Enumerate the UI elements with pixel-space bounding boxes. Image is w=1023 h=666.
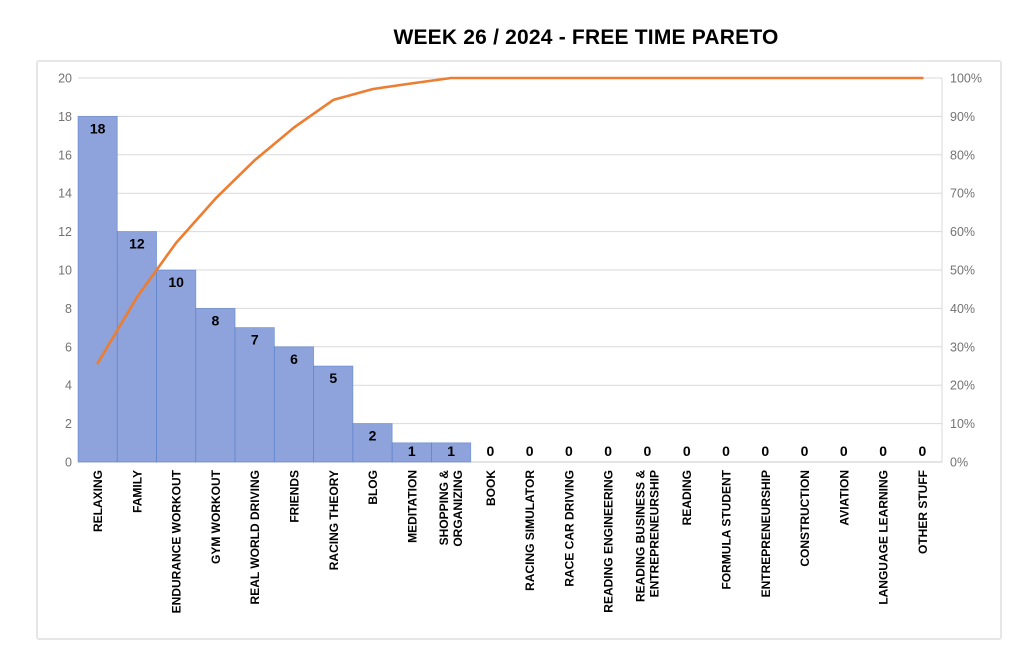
category-label: FAMILY	[130, 470, 144, 513]
right-axis-tick: 100%	[950, 72, 982, 86]
category-label: MEDITATION	[405, 470, 419, 543]
category-label: FORMULA STUDENT	[720, 469, 734, 589]
bar-value-label: 0	[644, 443, 652, 459]
category-label: LANGUAGE LEARNING	[877, 470, 891, 605]
cumulative-line	[96, 76, 924, 365]
bar-value-label: 18	[90, 120, 106, 136]
right-axis-tick: 50%	[950, 264, 975, 278]
category-label: ENTREPRENEURSHIP	[759, 470, 773, 597]
category-label: RELAXING	[91, 470, 105, 532]
right-axis-tick: 80%	[950, 148, 975, 162]
left-axis-tick: 16	[58, 148, 72, 162]
bar-value-label: 6	[290, 351, 298, 367]
right-axis-tick: 60%	[950, 225, 975, 239]
category-label: RACING SIMULATOR	[523, 470, 537, 591]
chart-frame: 18 12 10 8 7 6 5 2 1 1 0 0 0 0 0 0 0 0 0 0 0 0 0 2 4 6 8 10 12 14 16 18…	[36, 60, 1002, 640]
right-axis-tick: 10%	[950, 417, 975, 431]
right-axis-tick: 0%	[950, 456, 968, 470]
right-axis-tick: 40%	[950, 302, 975, 316]
bar-value-label: 0	[918, 443, 926, 459]
left-axis-tick: 2	[65, 417, 72, 431]
category-label: ENTREPRENEURSHIP	[647, 470, 661, 597]
category-label: BLOG	[366, 470, 380, 505]
bar-value-label: 0	[683, 443, 691, 459]
category-label: REAL WORLD DRIVING	[248, 470, 262, 604]
bar-value-label: 2	[369, 428, 377, 444]
left-axis-tick: 8	[65, 302, 72, 316]
chart-title: WEEK 26 / 2024 - FREE TIME PARETO	[393, 26, 779, 49]
bar	[273, 346, 315, 463]
category-label: RACING THEORY	[327, 470, 341, 570]
bar-value-label: 7	[251, 332, 259, 348]
category-label: READING ENGINEERING	[602, 470, 616, 613]
category-label: ENDURANCE WORKOUT	[170, 469, 184, 613]
left-axis-tick: 20	[58, 72, 72, 86]
bar-value-label: 8	[212, 312, 220, 328]
bar	[77, 116, 118, 463]
bar	[116, 231, 157, 463]
category-label: BOOK	[484, 470, 498, 506]
category-label: READING BUSINESS &	[633, 470, 647, 602]
left-axis-tick: 4	[65, 379, 72, 393]
bar	[313, 365, 354, 463]
bar-value-label: 0	[801, 443, 809, 459]
bar	[431, 442, 472, 463]
left-axis-tick: 12	[58, 225, 72, 239]
bar	[234, 327, 275, 463]
left-axis-tick: 18	[58, 110, 72, 124]
bar-value-label: 0	[565, 443, 573, 459]
bar-value-label: 10	[168, 274, 184, 290]
category-label: AVIATION	[837, 470, 851, 526]
category-label: OTHER STUFF	[916, 470, 930, 554]
bar-value-label: 0	[604, 443, 612, 459]
category-label: SHOPPING &	[437, 470, 451, 546]
left-axis-tick: 0	[65, 456, 72, 470]
bar-value-label: 1	[408, 443, 416, 459]
bar	[156, 269, 197, 463]
category-label: GYM WORKOUT	[209, 469, 223, 564]
right-axis-tick: 30%	[950, 340, 975, 354]
bar-value-label: 0	[722, 443, 730, 459]
bar-value-label: 0	[486, 443, 494, 459]
bar-value-label: 0	[879, 443, 887, 459]
left-axis-tick: 14	[58, 187, 72, 201]
category-label: CONSTRUCTION	[798, 470, 812, 567]
bar	[352, 423, 393, 463]
bar-value-label: 0	[840, 443, 848, 459]
left-axis-tick: 6	[65, 340, 72, 354]
bar-value-label: 0	[761, 443, 769, 459]
bar-value-label: 1	[447, 443, 455, 459]
bar-value-label: 5	[329, 370, 337, 386]
category-label: ORGANIZING	[451, 470, 465, 547]
bar-value-label: 0	[526, 443, 534, 459]
bar	[195, 307, 236, 463]
right-axis-tick: 20%	[950, 379, 975, 393]
category-label: FRIENDS	[288, 470, 302, 523]
right-axis-tick: 70%	[950, 187, 975, 201]
right-axis-tick: 90%	[950, 110, 975, 124]
left-axis-tick: 10	[58, 264, 72, 278]
category-label: RACE CAR DRIVING	[562, 470, 576, 587]
category-label: READING	[680, 470, 694, 525]
bar-value-label: 12	[129, 236, 145, 252]
